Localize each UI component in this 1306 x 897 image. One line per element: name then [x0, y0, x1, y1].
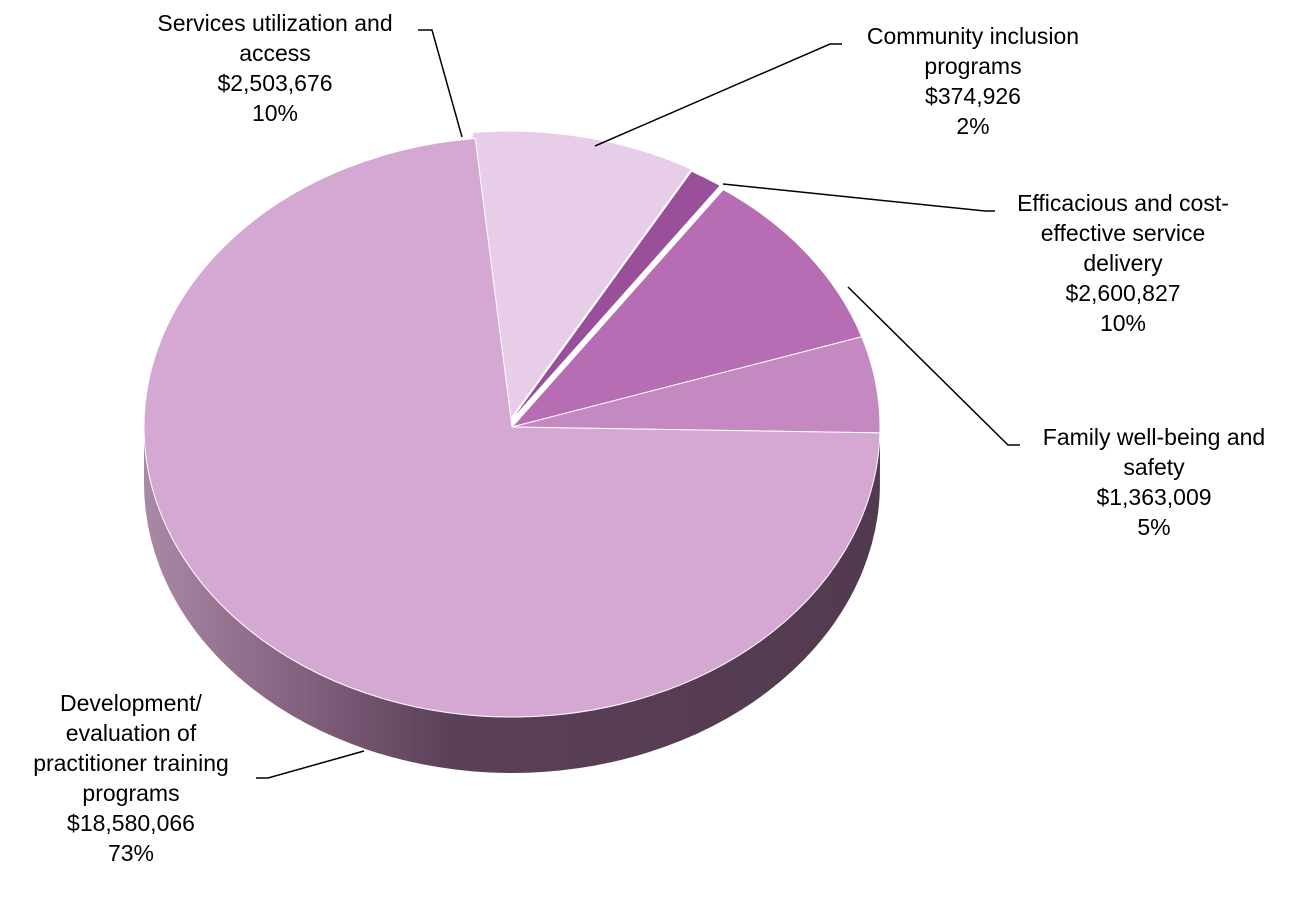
pct-practitioner-training: 73% — [107, 840, 155, 866]
value-community-inclusion: $374,926 — [925, 83, 1021, 109]
pct-family-wellbeing: 5% — [1137, 514, 1171, 540]
slice-efficacious-service — [510, 188, 863, 428]
value-efficacious-service: $2,600,827 — [1065, 280, 1181, 306]
slice-community-inclusion — [508, 170, 722, 424]
label-services-utilization: Services utilization and access $2,503,6… — [110, 8, 440, 128]
value-services-utilization: $2,503,676 — [217, 70, 333, 96]
leader-line-efficacious-service — [722, 183, 995, 212]
label-community-inclusion: Community inclusion programs $374,926 2% — [823, 21, 1123, 141]
slice-side-practitioner-training — [144, 427, 880, 773]
value-family-wellbeing: $1,363,009 — [1096, 484, 1212, 510]
leader-line-services-utilization — [418, 29, 463, 138]
label-practitioner-training: Development/ evaluation of practitioner … — [0, 688, 262, 868]
pct-efficacious-service: 10% — [1099, 310, 1147, 336]
pct-community-inclusion: 2% — [956, 113, 990, 139]
label-family-wellbeing: Family well-being and safety $1,363,009 … — [1004, 422, 1304, 542]
value-practitioner-training: $18,580,066 — [67, 810, 195, 836]
leader-line-practitioner-training — [256, 750, 365, 779]
leader-line-family-wellbeing — [847, 286, 1020, 446]
pct-services-utilization: 10% — [251, 100, 299, 126]
label-efficacious-service: Efficacious and cost- effective service … — [968, 188, 1278, 338]
slice-services-utilization — [471, 130, 693, 423]
leader-line-community-inclusion — [594, 43, 842, 147]
slice-practitioner-training — [143, 137, 881, 718]
